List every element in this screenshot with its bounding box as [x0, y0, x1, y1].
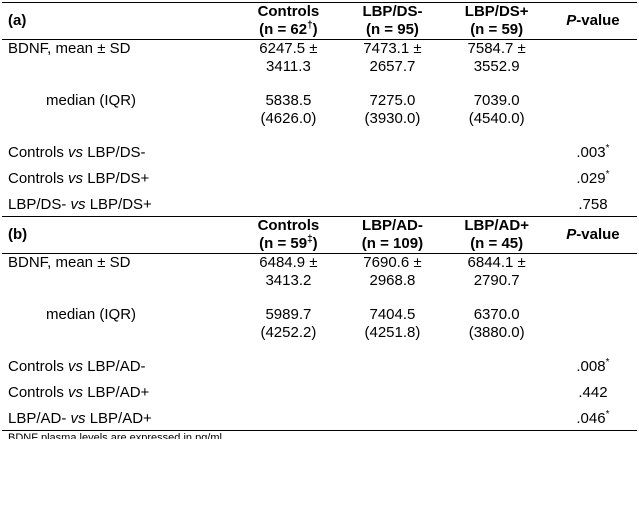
- col-g2-b: LBP/AD-(n = 109): [340, 217, 444, 254]
- col-pvalue-a: P-value: [549, 3, 637, 40]
- a-median-g2: 7275.0(3930.0): [340, 92, 444, 128]
- panel-b-label: (b): [2, 217, 236, 254]
- a-median-row: median (IQR) 5838.5(4626.0) 7275.0(3930.…: [2, 92, 637, 128]
- b-cmp2-label: Controls vs LBP/AD+: [2, 384, 549, 410]
- a-median-c: 5838.5(4626.0): [236, 92, 340, 128]
- a-mean-label: BDNF, mean ± SD: [2, 40, 236, 77]
- b-mean-c: 6484.9 ±3413.2: [236, 254, 340, 291]
- b-cmp1-row: Controls vs LBP/AD- .008*: [2, 358, 637, 384]
- b-median-c: 5989.7(4252.2): [236, 306, 340, 342]
- b-cmp3-row: LBP/AD- vs LBP/AD+ .046*: [2, 410, 637, 431]
- a-mean-row: BDNF, mean ± SD 6247.5 ±3411.3 7473.1 ±2…: [2, 40, 637, 77]
- b-mean-label: BDNF, mean ± SD: [2, 254, 236, 291]
- b-median-g2: 7404.5(4251.8): [340, 306, 444, 342]
- b-mean-g3: 6844.1 ±2790.7: [444, 254, 548, 291]
- b-mean-row: BDNF, mean ± SD 6484.9 ±3413.2 7690.6 ±2…: [2, 254, 637, 291]
- a-mean-g3: 7584.7 ±3552.9: [444, 40, 548, 77]
- b-mean-g2: 7690.6 ±2968.8: [340, 254, 444, 291]
- a-median-label: median (IQR): [2, 92, 236, 128]
- table-footnote: BDNF plasma levels are expressed in pg/m…: [0, 432, 639, 439]
- a-cmp3-label: LBP/DS- vs LBP/DS+: [2, 196, 549, 217]
- a-cmp2-row: Controls vs LBP/DS+ .029*: [2, 170, 637, 196]
- a-mean-g2: 7473.1 ±2657.7: [340, 40, 444, 77]
- col-g3-b: LBP/AD+(n = 45): [444, 217, 548, 254]
- b-cmp2-row: Controls vs LBP/AD+ .442: [2, 384, 637, 410]
- col-controls-b: Controls (n = 59‡): [236, 217, 340, 254]
- col-controls-a: Controls (n = 62†): [236, 3, 340, 40]
- b-cmp3-p: .046*: [549, 410, 637, 431]
- panel-a-label: (a): [2, 3, 236, 40]
- b-cmp1-label: Controls vs LBP/AD-: [2, 358, 549, 384]
- a-mean-c: 6247.5 ±3411.3: [236, 40, 340, 77]
- col-g2-a: LBP/DS-(n = 95): [340, 3, 444, 40]
- b-median-label: median (IQR): [2, 306, 236, 342]
- col-pvalue-b: P-value: [549, 217, 637, 254]
- a-cmp2-label: Controls vs LBP/DS+: [2, 170, 549, 196]
- stats-table: (a) Controls (n = 62†) LBP/DS-(n = 95) L…: [2, 2, 637, 431]
- a-cmp3-row: LBP/DS- vs LBP/DS+ .758: [2, 196, 637, 217]
- b-cmp2-p: .442: [549, 384, 637, 410]
- a-median-g3: 7039.0(4540.0): [444, 92, 548, 128]
- b-median-row: median (IQR) 5989.7(4252.2) 7404.5(4251.…: [2, 306, 637, 342]
- a-cmp1-p: .003*: [549, 144, 637, 170]
- b-cmp3-label: LBP/AD- vs LBP/AD+: [2, 410, 549, 431]
- a-cmp1-row: Controls vs LBP/DS- .003*: [2, 144, 637, 170]
- a-cmp2-p: .029*: [549, 170, 637, 196]
- col-g3-a: LBP/DS+(n = 59): [444, 3, 548, 40]
- a-cmp1-label: Controls vs LBP/DS-: [2, 144, 549, 170]
- a-cmp3-p: .758: [549, 196, 637, 217]
- b-cmp1-p: .008*: [549, 358, 637, 384]
- b-median-g3: 6370.0(3880.0): [444, 306, 548, 342]
